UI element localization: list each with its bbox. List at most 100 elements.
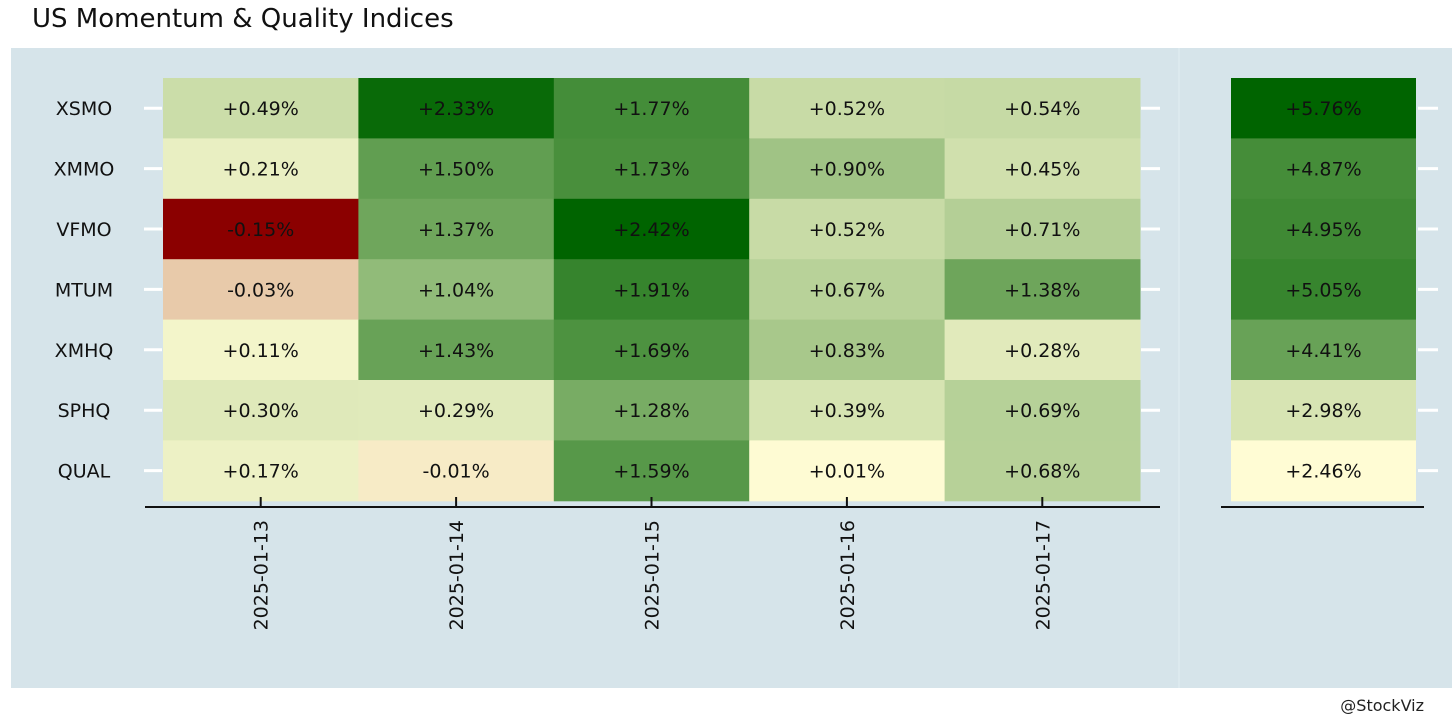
heatmap-cell: [163, 440, 359, 502]
chart-title: US Momentum & Quality Indices: [32, 4, 454, 34]
cell-value-label: +0.67%: [809, 279, 885, 301]
row-label: XSMO: [56, 98, 112, 120]
cell-value-label: -0.01%: [422, 461, 489, 483]
cell-value-label: -0.03%: [227, 279, 294, 301]
heatmap-cell: [944, 78, 1141, 139]
cell-value-label: +0.68%: [1004, 461, 1080, 483]
total-value-label: +4.41%: [1285, 340, 1361, 362]
cell-value-label: +1.04%: [418, 279, 494, 301]
heatmap-cell: [553, 198, 750, 260]
heatmap-cell: [358, 198, 555, 260]
total-cell: [1231, 380, 1416, 441]
cell-value-label: +0.71%: [1004, 219, 1080, 241]
cell-value-label: +1.28%: [613, 400, 689, 422]
total-value-label: +5.05%: [1285, 279, 1361, 301]
cell-value-label: +2.42%: [613, 219, 689, 241]
x-tick-label: 2025-01-13: [251, 520, 273, 630]
row-label: VFMO: [56, 219, 111, 241]
cell-value-label: +0.21%: [223, 159, 299, 181]
cell-value-label: +1.43%: [418, 340, 494, 362]
cell-value-label: +0.54%: [1004, 98, 1080, 120]
heatmap-cell: [749, 198, 946, 260]
total-value-label: +2.98%: [1285, 400, 1361, 422]
heatmap-cell: [749, 319, 946, 381]
heatmap-cell: [553, 319, 750, 381]
heatmap-cell: [163, 259, 359, 321]
x-tick-label: 2025-01-17: [1032, 520, 1054, 630]
heatmap-cell: [163, 78, 359, 139]
cell-value-label: +0.17%: [223, 461, 299, 483]
cell-value-label: +1.77%: [613, 98, 689, 120]
heatmap-cell: [944, 440, 1141, 502]
cell-value-label: +0.39%: [809, 400, 885, 422]
row-label: XMHQ: [55, 340, 114, 362]
cell-value-label: -0.15%: [227, 219, 294, 241]
heatmap-cell: [553, 259, 750, 321]
cell-value-label: +0.11%: [223, 340, 299, 362]
heatmap-cell: [358, 138, 555, 200]
heatmap-cell: [358, 78, 555, 139]
total-cell: [1231, 440, 1416, 502]
x-tick-label: 2025-01-14: [446, 520, 468, 630]
row-label: MTUM: [55, 279, 113, 301]
row-label: XMMO: [54, 159, 115, 181]
heatmap-cell: [944, 198, 1141, 260]
cell-value-label: +0.83%: [809, 340, 885, 362]
panel-separator: [1178, 48, 1180, 688]
x-tick-label: 2025-01-16: [837, 520, 859, 630]
heatmap-cell: [358, 319, 555, 381]
total-value-label: +5.76%: [1285, 98, 1361, 120]
cell-value-label: +0.52%: [809, 98, 885, 120]
cell-value-label: +1.38%: [1004, 279, 1080, 301]
cell-value-label: +1.50%: [418, 159, 494, 181]
total-cell: [1231, 319, 1416, 381]
heatmap-cell: [749, 138, 946, 200]
cell-value-label: +0.28%: [1004, 340, 1080, 362]
cell-value-label: +1.37%: [418, 219, 494, 241]
heatmap-cell: [944, 319, 1141, 381]
total-value-label: +4.95%: [1285, 219, 1361, 241]
heatmap-cell: [553, 440, 750, 502]
cell-value-label: +0.29%: [418, 400, 494, 422]
total-cell: [1231, 138, 1416, 200]
cell-value-label: +0.69%: [1004, 400, 1080, 422]
total-cell: [1231, 259, 1416, 321]
cell-value-label: +0.45%: [1004, 159, 1080, 181]
heatmap-cell: [749, 259, 946, 321]
heatmap-cell: [553, 78, 750, 139]
heatmap-cell: [944, 380, 1141, 441]
cell-value-label: +1.73%: [613, 159, 689, 181]
cell-value-label: +0.30%: [223, 400, 299, 422]
heatmap-cell: [944, 259, 1141, 321]
heatmap-cell: [553, 138, 750, 200]
credit-label: @StockViz: [1340, 696, 1424, 715]
cell-value-label: +1.91%: [613, 279, 689, 301]
heatmap-cell: [749, 78, 946, 139]
heatmap-cell: [163, 138, 359, 200]
cell-value-label: +2.33%: [418, 98, 494, 120]
total-cell: [1231, 78, 1416, 139]
heatmap-cell: [358, 259, 555, 321]
heatmap-cell: [553, 380, 750, 441]
cell-value-label: +1.69%: [613, 340, 689, 362]
heatmap-cell: [163, 380, 359, 441]
total-cell: [1231, 198, 1416, 260]
heatmap-cell: [163, 319, 359, 381]
row-label: SPHQ: [58, 400, 111, 422]
heatmap-cell: [749, 440, 946, 502]
total-value-label: +2.46%: [1285, 461, 1361, 483]
cell-value-label: +0.01%: [809, 461, 885, 483]
total-value-label: +4.87%: [1285, 159, 1361, 181]
cell-value-label: +0.49%: [223, 98, 299, 120]
heatmap-cell: [944, 138, 1141, 200]
cell-value-label: +0.52%: [809, 219, 885, 241]
x-tick-label: 2025-01-15: [642, 520, 664, 630]
cell-value-label: +0.90%: [809, 159, 885, 181]
heatmap-cell: [358, 440, 555, 502]
heatmap-cell: [749, 380, 946, 441]
row-label: QUAL: [58, 461, 111, 483]
heatmap-cell: [358, 380, 555, 441]
cell-value-label: +1.59%: [613, 461, 689, 483]
heatmap-cell: [163, 198, 359, 260]
